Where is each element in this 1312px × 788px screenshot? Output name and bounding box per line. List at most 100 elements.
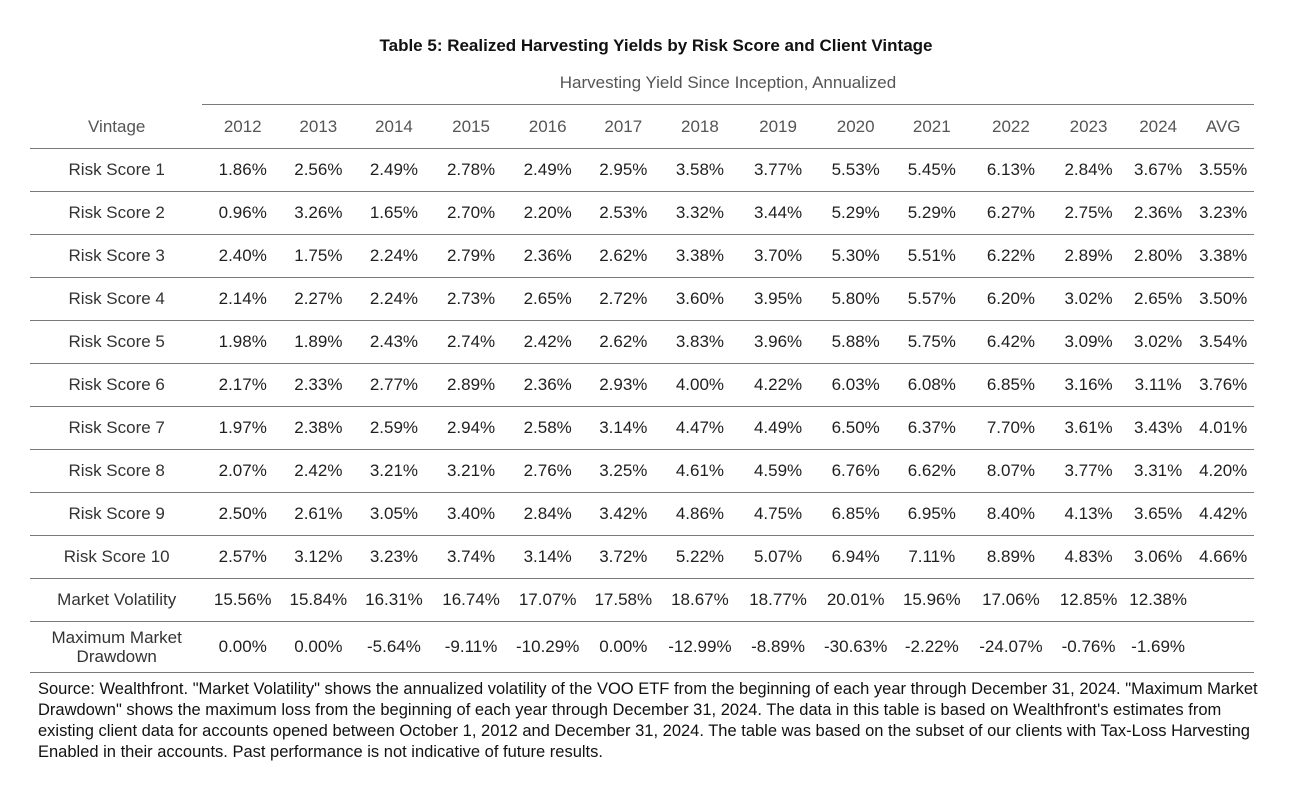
table-cell: 4.00% [675,375,725,394]
table-cell: 1.98% [218,332,267,351]
table-cell: 16.74% [442,590,500,609]
table-cell: 2.58% [523,418,572,437]
table-cell: 5.80% [831,289,880,308]
table-cell: 3.77% [753,160,803,179]
table-cell: 2.93% [599,375,648,394]
table-cell: 3.40% [446,504,496,523]
table-cell: 3.43% [1134,418,1183,437]
table-cell: 3.06% [1134,547,1183,566]
table-cell: 2.42% [294,461,343,480]
table-cell: 8.89% [986,547,1036,566]
table-cell: 1.89% [294,332,343,351]
column-header-2016: 2016 [528,117,567,136]
table-cell: -9.11% [444,637,498,656]
table-cell: 2.59% [369,418,419,437]
table-cell: 6.62% [907,461,956,480]
table-row: Risk Score 5 1.98% 1.89% 2.43% 2.74% 2.42% 2.6… [30,320,1254,364]
column-header-vintage: Vintage [88,117,146,136]
header-divider [202,104,1254,105]
table-cell: 2.61% [294,504,343,523]
table-cell: 3.31% [1134,461,1183,480]
table-cell: 17.07% [518,590,577,609]
table-cell: 7.11% [908,547,956,566]
table-cell: 2.76% [523,461,572,480]
column-header-avg: AVG [1205,117,1241,136]
table-cell: 6.37% [907,418,956,437]
table-cell: 2.89% [446,375,496,394]
column-header-2018: 2018 [681,117,719,136]
table-cell: 2.57% [218,547,267,566]
table-cell: 6.42% [986,332,1036,351]
table-cell: 2.62% [599,246,648,265]
table-cell: 3.11% [1134,375,1182,394]
table-cell: -8.89% [751,637,805,656]
table-cell: 4.86% [675,504,725,523]
table-cell: 3.55% [1199,160,1248,179]
table-cell: 3.96% [753,332,803,351]
table-row: Market Volatility 15.56% 15.84% 16.31% 16.74… [30,578,1254,622]
table-cell: 2.42% [523,332,572,351]
table-cell: 3.32% [675,203,725,222]
table-cell: 6.13% [986,160,1036,179]
table-cell: 2.53% [599,203,648,222]
table-row: Risk Score 6 2.17% 2.33% 2.77% 2.89% 2.36% 2.9… [30,363,1254,407]
table-cell: 5.53% [831,160,880,179]
table-cell: 18.67% [671,590,729,609]
column-header-2012: 2012 [223,117,262,136]
table-cell: 2.89% [1064,246,1113,265]
table-cell: 3.70% [753,246,803,265]
row-label: Risk Score 3 [68,246,165,265]
table-cell: 3.65% [1134,504,1183,523]
table-cell: 8.40% [986,504,1036,523]
table-cell: 3.60% [675,289,725,308]
table-cell: 3.12% [294,547,343,566]
table-row: Maximum Market Drawdown 0.00% 0.00% -5.64% -… [30,621,1254,673]
table-cell: 2.36% [1134,203,1183,222]
table-cell: 2.40% [218,246,267,265]
column-header-2014: 2014 [375,117,413,136]
table-cell: 2.84% [523,504,572,523]
row-label: Risk Score 4 [68,289,165,308]
table-cell: 2.84% [1064,160,1113,179]
table-cell: -12.99% [668,637,732,656]
table-cell: 18.77% [749,590,807,609]
table-cell: 3.23% [369,547,419,566]
table-cell: 1.97% [218,418,267,437]
table-cell: 15.84% [289,590,348,609]
table-cell: 4.42% [1199,504,1248,523]
table-cell: 4.01% [1199,418,1248,437]
table-title: Table 5: Realized Harvesting Yields by R… [379,36,933,55]
table-cell: 3.58% [675,160,725,179]
table-cell: 6.94% [831,547,880,566]
table-cell: 2.79% [446,246,496,265]
table-cell: 5.22% [675,547,725,566]
table-cell: 20.01% [826,590,885,609]
table-cell: 2.38% [294,418,343,437]
table-cell: 4.75% [753,504,803,523]
table-cell: 5.57% [907,289,956,308]
table-cell: 5.51% [907,246,956,265]
table-cell: 2.14% [218,289,267,308]
row-label: Risk Score 5 [68,332,165,351]
table-cell: 3.05% [369,504,419,523]
table-cell: 6.76% [831,461,880,480]
table-cell: 5.07% [753,547,803,566]
table-cell: 2.07% [218,461,267,480]
column-header-2015: 2015 [452,117,490,136]
table-cell: 3.14% [523,547,572,566]
table-cell: 3.14% [599,418,648,437]
table-cell: 0.00% [218,637,267,656]
table-cell: 2.56% [294,160,343,179]
table-cell: 3.54% [1199,332,1248,351]
table-cell: 6.85% [831,504,880,523]
table-cell: 2.77% [369,375,419,394]
table-cell: 2.24% [369,289,419,308]
table-cell: 2.36% [523,375,572,394]
table-cell: 2.33% [294,375,343,394]
column-header-2024: 2024 [1139,117,1178,136]
table-cell: 5.30% [831,246,880,265]
table-cell: 4.20% [1199,461,1248,480]
column-header-2013: 2013 [299,117,338,136]
table-cell: 5.29% [831,203,880,222]
table-row: Risk Score 1 1.86% 2.56% 2.49% 2.78% 2.49% 2.9… [30,148,1254,192]
